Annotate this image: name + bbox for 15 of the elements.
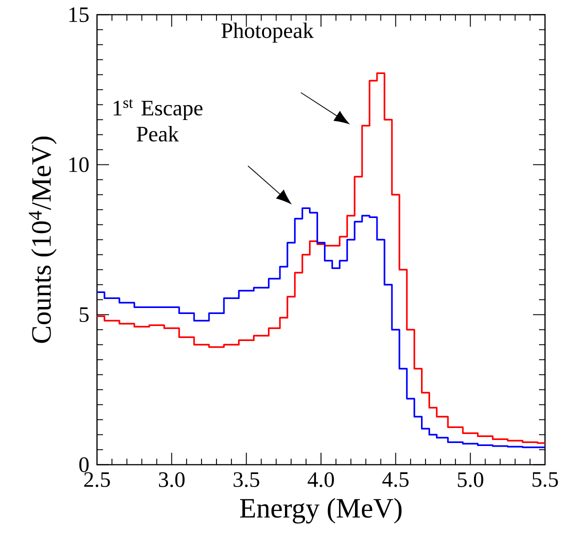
annotation: 1$^{st}$ Escape Peak	[114, 99, 202, 142]
y-tick-label: 0	[79, 457, 89, 472]
y-tick-label: 15	[69, 7, 89, 22]
x-tick-label: 2.5	[84, 472, 110, 488]
x-tick-label: 3.5	[234, 472, 260, 488]
x-tick-label: 5.0	[458, 472, 484, 488]
x-tick-label: 5.5	[532, 472, 558, 488]
annotation: Photopeak	[221, 22, 314, 43]
y-tick-label: 10	[69, 157, 89, 172]
x-tick-label: 4.5	[382, 472, 409, 488]
y-axis-title: Counts (10$^{4}$/MeV)	[28, 136, 57, 343]
x-tick-label: 3.0	[158, 472, 185, 488]
y-tick-label: 5	[80, 308, 89, 322]
x-tick-label: 4.0	[308, 472, 334, 488]
x-axis-title: Energy (MeV)	[240, 498, 402, 524]
